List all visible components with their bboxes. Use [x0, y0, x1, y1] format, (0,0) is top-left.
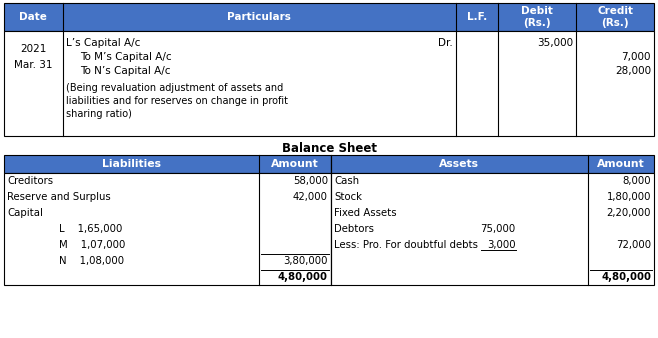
Text: M    1,07,000: M 1,07,000 [59, 240, 126, 250]
Bar [331, 173, 654, 285]
Text: Amount: Amount [271, 159, 319, 169]
Text: Assets: Assets [440, 159, 480, 169]
Text: Liabilities: Liabilities [102, 159, 161, 169]
Text: Capital: Capital [7, 208, 43, 218]
Text: Cash: Cash [334, 176, 359, 186]
Text: 8,000: 8,000 [622, 176, 651, 186]
Text: 4,80,000: 4,80,000 [601, 272, 651, 282]
Bar [4, 173, 331, 285]
Text: Credit
(Rs.): Credit (Rs.) [597, 6, 633, 28]
Text: 42,000: 42,000 [293, 192, 328, 202]
Text: Particulars: Particulars [227, 12, 291, 22]
Text: 75,000: 75,000 [480, 224, 516, 234]
Text: (Being revaluation adjustment of assets and: (Being revaluation adjustment of assets … [66, 83, 283, 93]
Text: Dr.: Dr. [438, 38, 453, 48]
Bar [4, 155, 331, 173]
Text: 72,000: 72,000 [616, 240, 651, 250]
Text: L.F.: L.F. [467, 12, 487, 22]
Text: 58,000: 58,000 [293, 176, 328, 186]
Text: 3,000: 3,000 [487, 240, 516, 250]
Text: Debit
(Rs.): Debit (Rs.) [521, 6, 553, 28]
Text: Balance Sheet: Balance Sheet [282, 142, 376, 155]
Text: 4,80,000: 4,80,000 [278, 272, 328, 282]
Text: sharing ratio): sharing ratio) [66, 109, 132, 119]
Text: 2021: 2021 [20, 44, 47, 54]
Text: 3,80,000: 3,80,000 [284, 256, 328, 266]
Text: Creditors: Creditors [7, 176, 53, 186]
Text: Debtors: Debtors [334, 224, 374, 234]
Text: L    1,65,000: L 1,65,000 [59, 224, 122, 234]
Text: liabilities and for reserves on change in profit: liabilities and for reserves on change i… [66, 96, 288, 106]
Text: To M’s Capital A/c: To M’s Capital A/c [80, 52, 172, 62]
Text: 2,20,000: 2,20,000 [607, 208, 651, 218]
Text: 35,000: 35,000 [537, 38, 573, 48]
Text: 7,000: 7,000 [622, 52, 651, 62]
Bar [4, 3, 654, 31]
Text: L’s Capital A/c: L’s Capital A/c [66, 38, 140, 48]
Text: Date: Date [19, 12, 47, 22]
Text: Stock: Stock [334, 192, 362, 202]
Bar [4, 31, 654, 136]
Text: Fixed Assets: Fixed Assets [334, 208, 397, 218]
Text: Mar. 31: Mar. 31 [14, 60, 53, 70]
Text: Reserve and Surplus: Reserve and Surplus [7, 192, 111, 202]
Text: 1,80,000: 1,80,000 [607, 192, 651, 202]
Text: Amount: Amount [597, 159, 645, 169]
Bar [331, 155, 654, 173]
Text: To N’s Capital A/c: To N’s Capital A/c [80, 66, 171, 76]
Text: N    1,08,000: N 1,08,000 [59, 256, 124, 266]
Text: 28,000: 28,000 [615, 66, 651, 76]
Text: Less: Pro. For doubtful debts: Less: Pro. For doubtful debts [334, 240, 478, 250]
